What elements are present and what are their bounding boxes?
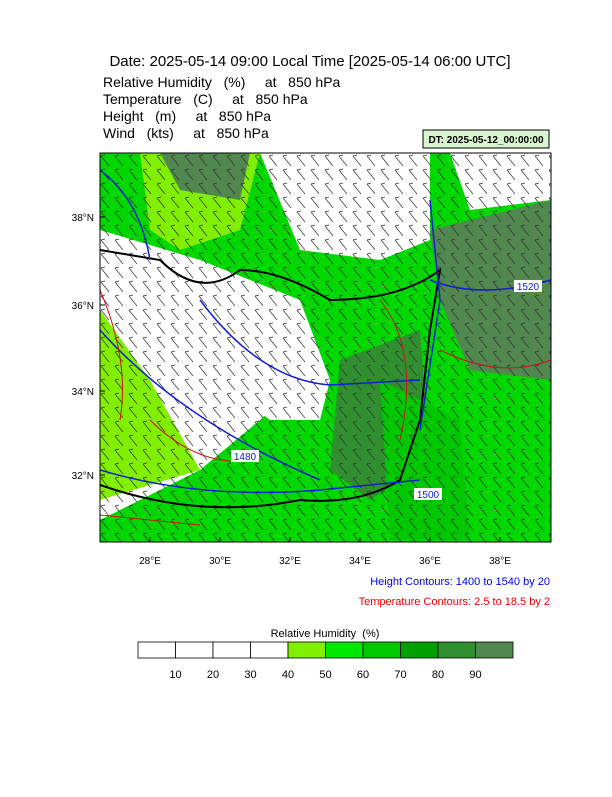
map-frame xyxy=(99,152,552,543)
colorbar-label: 30 xyxy=(244,669,256,681)
colorbar-label: 70 xyxy=(394,669,406,681)
lat-label: 32°N xyxy=(72,471,94,482)
colorbar-label: 20 xyxy=(207,669,219,681)
contour-label-box xyxy=(414,488,442,500)
height-legend: Height Contours: 1400 to 1540 by 20 xyxy=(370,576,550,588)
subtitle: Wind (kts) at 850 hPa xyxy=(103,125,269,141)
lon-label: 34°E xyxy=(349,556,371,567)
colorbar-box xyxy=(250,641,289,659)
lon-label: 32°E xyxy=(279,556,301,567)
colorbar-box xyxy=(287,641,326,659)
colorbar-box xyxy=(212,641,251,659)
colorbar-box xyxy=(400,641,439,659)
contour-label: 1520 xyxy=(517,282,540,293)
lat-label: 36°N xyxy=(72,301,94,312)
contour-label-box xyxy=(514,280,542,292)
lon-label: 28°E xyxy=(139,556,161,567)
temperature-legend: Temperature Contours: 2.5 to 18.5 by 2 xyxy=(359,596,550,608)
contour-label: 1500 xyxy=(417,490,440,501)
colorbar-label: 80 xyxy=(432,669,444,681)
subtitle: Relative Humidity (%) at 850 hPa xyxy=(103,74,341,90)
lat-label: 38°N xyxy=(72,213,94,224)
lon-label: 30°E xyxy=(209,556,231,567)
subtitle: Temperature (C) at 850 hPa xyxy=(103,91,308,107)
colorbar-box xyxy=(475,641,514,659)
lon-label: 38°E xyxy=(489,556,511,567)
lat-label: 34°N xyxy=(72,387,94,398)
colorbar-label: 40 xyxy=(282,669,294,681)
map xyxy=(100,153,551,542)
lon-label: 36°E xyxy=(419,556,441,567)
colorbar-box xyxy=(325,641,364,659)
colorbar-label: 10 xyxy=(169,669,181,681)
colorbar-box xyxy=(175,641,214,659)
title: Date: 2025-05-14 09:00 Local Time [2025-… xyxy=(109,53,510,70)
dt-label: DT: 2025-05-12_00:00:00 xyxy=(428,135,544,146)
colorbar-box xyxy=(137,641,176,659)
subtitle: Height (m) at 850 hPa xyxy=(103,108,271,124)
colorbar-label: 60 xyxy=(357,669,369,681)
dt-box xyxy=(422,129,550,149)
colorbar-label: 90 xyxy=(469,669,481,681)
colorbar-box xyxy=(362,641,401,659)
colorbar-box xyxy=(437,641,476,659)
colorbar-title: Relative Humidity (%) xyxy=(271,628,380,640)
colorbar-label: 50 xyxy=(319,669,331,681)
contour-label: 1480 xyxy=(234,452,257,463)
contour-label-box xyxy=(231,450,259,462)
